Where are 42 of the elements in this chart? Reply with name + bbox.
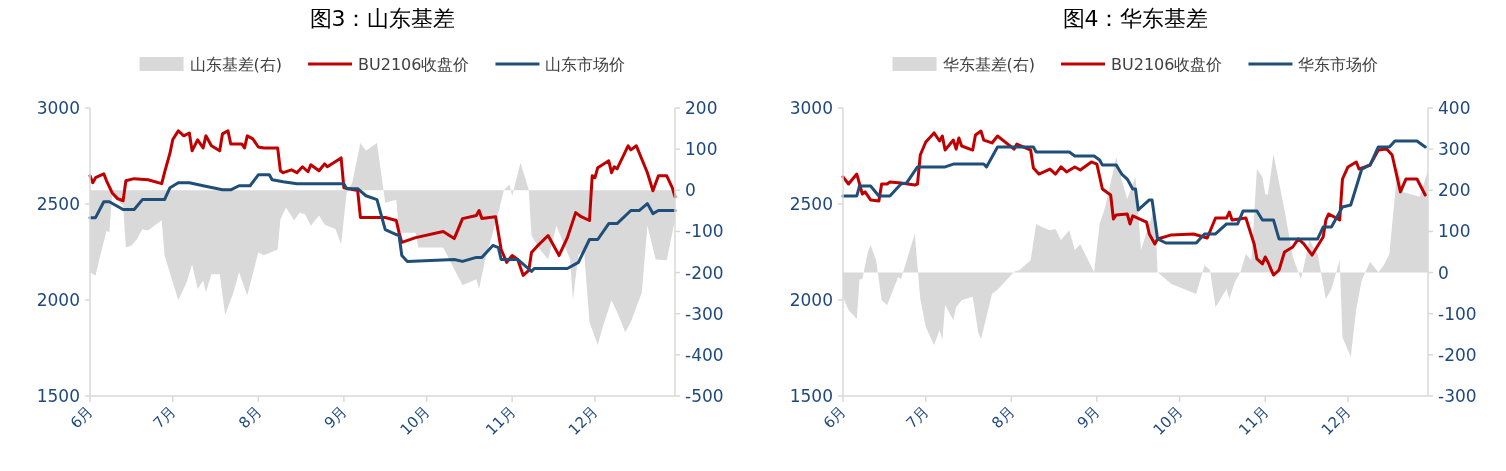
x-tick-label: 9月 [320,402,351,433]
y-tick-label: 2500 [36,194,80,214]
y2-tick-label: -400 [685,344,724,365]
x-tick-label: 11月 [482,402,520,439]
x-tick-label: 8月 [235,402,266,433]
legend-label: 华东市场价 [1298,55,1379,74]
x-tick-label: 7月 [149,402,180,433]
legend-label: BU2106收盘价 [358,55,470,74]
legend-label: 山东基差(右) [189,55,283,74]
y2-tick-label: -100 [1438,303,1477,324]
y-tick-label: 2000 [789,290,833,310]
x-tick-label: 10月 [1149,402,1187,439]
x-tick-label: 8月 [988,402,1019,433]
title: 图4：华东基差 [1062,6,1209,31]
y-tick-label: 2000 [36,290,80,310]
y2-tick-label: 100 [685,139,718,160]
y2-tick-label: 400 [1438,98,1471,118]
legend-label: BU2106收盘价 [1111,55,1223,74]
x-tick-label: 10月 [396,402,434,439]
x-tick-label: 12月 [564,402,602,439]
y2-tick-label: 200 [685,98,718,118]
y2-tick-label: 300 [1438,139,1471,160]
legend-label: 山东市场价 [545,55,626,74]
y2-tick-label: -300 [1438,386,1477,406]
y2-tick-label: -100 [685,221,724,242]
y2-tick-label: 0 [1438,262,1449,283]
y2-tick-label: -300 [685,303,724,324]
y2-tick-label: 100 [1438,221,1471,242]
y-tick-label: 3000 [789,98,833,118]
x-tick-label: 12月 [1317,402,1355,439]
x-tick-label: 9月 [1073,402,1104,433]
x-tick-label: 11月 [1235,402,1273,439]
legend-label: 华东基差(右) [942,55,1036,74]
y2-tick-label: 200 [1438,180,1471,201]
y2-tick-label: -200 [685,262,724,283]
x-tick-label: 7月 [902,402,933,433]
y2-tick-label: -500 [685,386,724,406]
y-tick-label: 2500 [789,194,833,214]
y2-tick-label: -200 [1438,344,1477,365]
y-tick-label: 3000 [36,98,80,118]
title: 图3：山东基差 [309,6,456,31]
y2-tick-label: 0 [685,180,696,201]
